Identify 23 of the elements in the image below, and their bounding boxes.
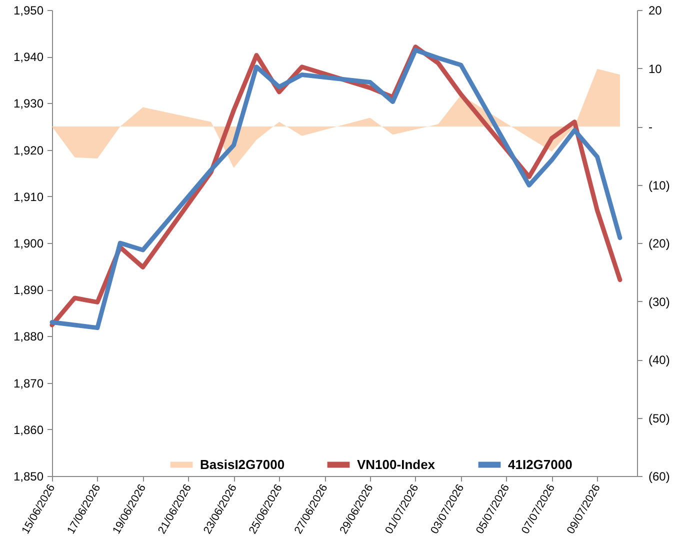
y2-tick-label: (20) [648, 236, 670, 250]
y-tick-label: 1,920 [13, 143, 44, 158]
legend-label: 41I2G7000 [508, 456, 572, 472]
y2-tick-label: (50) [648, 411, 670, 426]
y-tick-label: 1,950 [13, 4, 44, 18]
y-tick-label: 1,870 [13, 376, 44, 390]
y2-tick-label: 10 [648, 62, 662, 76]
legend-label: VN100-Index [357, 456, 436, 472]
y-tick-label: 1,900 [13, 236, 44, 250]
y2-tick-label: (60) [648, 470, 670, 484]
y2-tick-label: (10) [648, 178, 670, 192]
y-tick-label: 1,860 [13, 422, 44, 437]
y2-tick-label: - [648, 120, 652, 134]
y-tick-label: 1,880 [13, 330, 44, 344]
y2-tick-label: 20 [648, 4, 662, 18]
y-tick-label: 1,850 [13, 470, 44, 484]
y-tick-label: 1,940 [13, 50, 44, 64]
y-tick-label: 1,930 [13, 96, 44, 111]
y2-tick-label: (40) [648, 353, 670, 367]
y-tick-label: 1,890 [13, 283, 44, 298]
legend-label: BasisI2G7000 [200, 456, 285, 472]
y-tick-label: 1,910 [13, 190, 44, 204]
y2-tick-label: (30) [648, 294, 670, 309]
